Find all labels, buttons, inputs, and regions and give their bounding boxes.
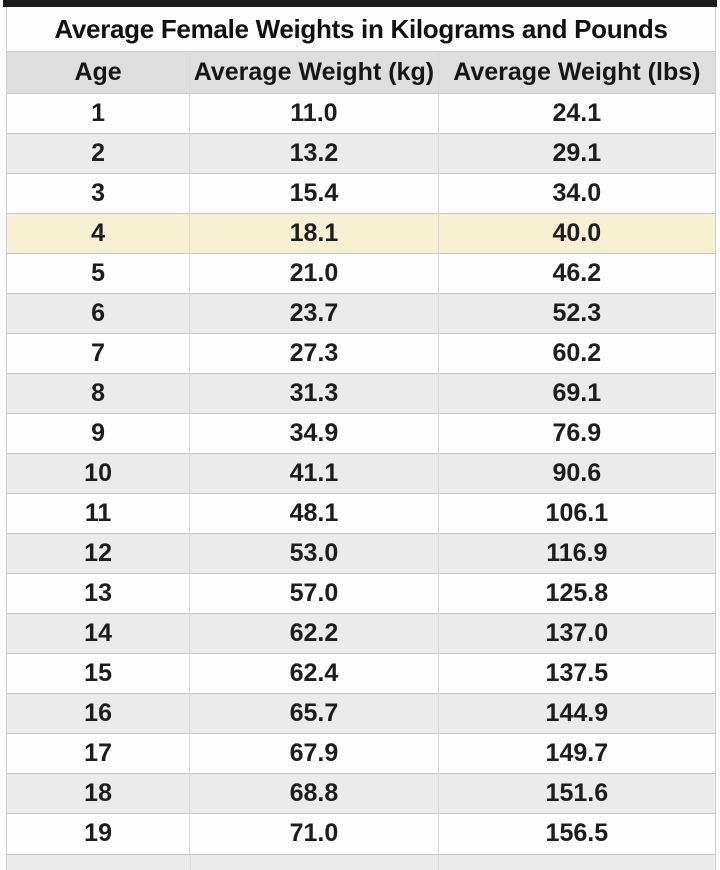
kg-cell: 67.9 — [189, 733, 439, 774]
age-cell: 14 — [84, 619, 112, 647]
table-row: 19 71.0 156.5 — [7, 813, 715, 854]
lbs-cell: 156.5 — [437, 813, 715, 854]
table-row: 11 48.1 106.1 — [7, 493, 715, 534]
table-title: Average Female Weights in Kilograms and … — [54, 13, 668, 44]
table-row: 14 62.2 137.0 — [7, 613, 715, 654]
kg-cell: 57.0 — [189, 573, 439, 614]
kg-cell: 23.7 — [189, 293, 439, 334]
age-cell: 11 — [84, 499, 112, 527]
lbs-cell: 90.6 — [437, 453, 715, 494]
partial-cell — [438, 854, 715, 870]
lbs-cell: 24.1 — [437, 93, 715, 134]
kg-cell: 53.0 — [189, 533, 439, 574]
table-row: 16 65.7 144.9 — [7, 693, 715, 734]
table-row: 1 11.0 24.1 — [7, 93, 715, 134]
age-cell: 9 — [91, 419, 106, 447]
title-band: Average Female Weights in Kilograms and … — [7, 7, 715, 51]
kg-cell: 13.2 — [189, 133, 439, 174]
col-header-kg: Average Weight (kg) — [189, 51, 439, 94]
lbs-cell: 52.3 — [437, 293, 715, 334]
lbs-cell: 144.9 — [437, 693, 715, 734]
table-row: 4 18.1 40.0 — [7, 213, 715, 254]
age-cell: 4 — [91, 219, 106, 247]
weights-sheet: Average Female Weights in Kilograms and … — [6, 7, 716, 870]
partial-cell — [7, 855, 190, 870]
kg-cell: 11.0 — [189, 93, 439, 134]
age-cell: 8 — [91, 379, 106, 407]
weights-table: Age Average Weight (kg) Average Weight (… — [7, 51, 715, 854]
kg-cell: 41.1 — [189, 453, 439, 494]
table-row: 7 27.3 60.2 — [7, 333, 715, 374]
age-cell: 15 — [84, 659, 112, 687]
lbs-cell: 76.9 — [437, 413, 715, 454]
table-body: 1 11.0 24.1 2 13.2 29.1 3 15.4 34.0 4 18.1 40.0 5 21.… — [7, 93, 715, 854]
age-cell: 13 — [84, 579, 112, 607]
age-cell: 18 — [84, 779, 112, 807]
table-row: 15 62.4 137.5 — [7, 653, 715, 694]
age-cell: 16 — [84, 699, 112, 727]
lbs-cell: 29.1 — [437, 133, 715, 174]
col-header-lbs: Average Weight (lbs) — [437, 51, 715, 94]
lbs-cell: 125.8 — [437, 573, 715, 614]
lbs-cell: 106.1 — [437, 493, 715, 534]
lbs-cell: 137.5 — [437, 653, 715, 694]
kg-cell: 62.2 — [189, 613, 439, 654]
age-cell: 3 — [91, 179, 106, 207]
lbs-cell: 151.6 — [437, 773, 715, 814]
table-row: 6 23.7 52.3 — [7, 293, 715, 334]
kg-cell: 62.4 — [189, 653, 439, 694]
col-header-age: Age — [74, 58, 122, 86]
kg-cell: 18.1 — [189, 213, 439, 254]
table-row: 10 41.1 90.6 — [7, 453, 715, 494]
age-cell: 1 — [91, 99, 106, 127]
kg-cell: 48.1 — [189, 493, 439, 534]
kg-cell: 34.9 — [189, 413, 439, 454]
table-row: 5 21.0 46.2 — [7, 253, 715, 294]
age-cell: 6 — [91, 299, 106, 327]
table-row: 3 15.4 34.0 — [7, 173, 715, 214]
age-cell: 5 — [91, 259, 106, 287]
table-row: 12 53.0 116.9 — [7, 533, 715, 574]
kg-cell: 71.0 — [189, 813, 439, 854]
table-row: 13 57.0 125.8 — [7, 573, 715, 614]
kg-cell: 65.7 — [189, 693, 439, 734]
table-row: 8 31.3 69.1 — [7, 373, 715, 414]
lbs-cell: 46.2 — [437, 253, 715, 294]
table-row: 18 68.8 151.6 — [7, 773, 715, 814]
age-cell: 19 — [84, 819, 112, 848]
age-cell: 12 — [84, 539, 112, 567]
age-cell: 2 — [91, 139, 106, 167]
partial-cell — [189, 854, 439, 870]
age-cell: 17 — [84, 739, 112, 767]
lbs-cell: 40.0 — [437, 213, 715, 254]
table-row: 2 13.2 29.1 — [7, 133, 715, 174]
lbs-cell: 116.9 — [437, 533, 715, 574]
kg-cell: 27.3 — [189, 333, 439, 374]
lbs-cell: 137.0 — [437, 613, 715, 654]
lbs-cell: 60.2 — [437, 333, 715, 374]
lbs-cell: 69.1 — [437, 373, 715, 414]
header-row: Age Average Weight (kg) Average Weight (… — [7, 51, 715, 94]
kg-cell: 21.0 — [189, 253, 439, 294]
kg-cell: 31.3 — [189, 373, 439, 414]
age-cell: 7 — [91, 339, 106, 367]
kg-cell: 68.8 — [189, 773, 439, 814]
table-row: 17 67.9 149.7 — [7, 733, 715, 774]
age-cell: 10 — [84, 459, 112, 487]
top-border-bar — [3, 0, 717, 7]
table-row: 9 34.9 76.9 — [7, 413, 715, 454]
partial-next-row — [7, 853, 715, 870]
table-header: Age Average Weight (kg) Average Weight (… — [7, 51, 715, 94]
kg-cell: 15.4 — [189, 173, 439, 214]
lbs-cell: 34.0 — [437, 173, 715, 214]
lbs-cell: 149.7 — [437, 733, 715, 774]
